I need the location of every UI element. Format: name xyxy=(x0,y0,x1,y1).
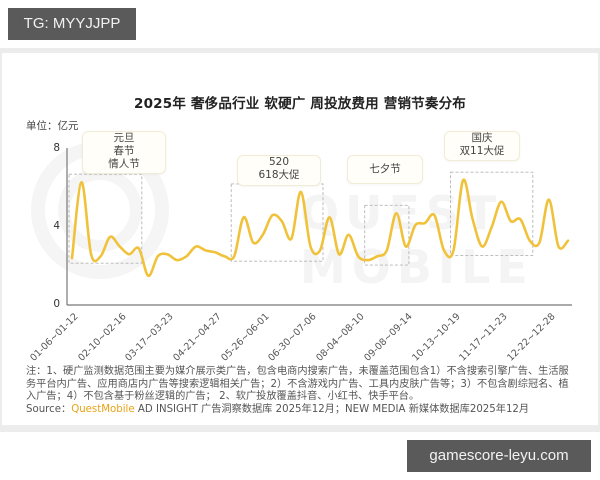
source-rest: AD INSIGHT 广告洞察数据库 2025年12月；NEW MEDIA 新媒… xyxy=(134,403,530,415)
spend-line xyxy=(70,178,570,278)
highlight-box-1 xyxy=(230,183,324,262)
callout-text: 520 xyxy=(268,156,290,168)
source-prefix: Source： xyxy=(26,403,72,415)
campaign-highlight-boxes xyxy=(68,171,534,266)
highlight-box-0 xyxy=(68,173,143,264)
y-tick-8: 8 xyxy=(53,142,60,154)
highlight-box-3 xyxy=(450,171,534,256)
top-watermark-tag: TG: MYYJJPP xyxy=(8,8,136,40)
callout-new-year-spring-valentine: 元旦 春节 情人节 xyxy=(82,131,166,174)
callout-national-day-double11: 国庆 双11大促 xyxy=(444,131,520,161)
callout-text: 元旦 xyxy=(113,132,135,144)
callout-qixi: 七夕节 xyxy=(347,155,423,184)
y-tick-4: 4 xyxy=(53,220,60,232)
callout-520-618: 520 618大促 xyxy=(237,155,321,186)
footnote-line-2: 务平台内广告、应用商店内广告等搜索逻辑相关广告；2）不含游戏内广告、工具内皮肤广… xyxy=(26,378,569,390)
callout-text: 情人节 xyxy=(108,158,140,170)
unit-label: 单位：亿元 xyxy=(26,120,79,132)
callout-text: 双11大促 xyxy=(459,145,505,157)
y-tick-0: 0 xyxy=(53,298,60,310)
callout-text: 国庆 xyxy=(471,132,493,144)
callout-text: 618大促 xyxy=(258,169,300,181)
source-line: Source：QuestMobile AD INSIGHT 广告洞察数据库 20… xyxy=(26,404,586,417)
footnote-line-3: 入广告；4）不包含基于粉丝逻辑的广告； 2、软广投放覆盖抖音、小红书、快手平台。 xyxy=(26,391,420,403)
footnote: 注：1、硬广监测数据范围主要为媒介展示类广告，包含电商内搜索广告，未覆盖范围包含… xyxy=(26,366,586,416)
bottom-watermark-tag: gamescore-leyu.com xyxy=(407,440,591,472)
callout-text: 春节 xyxy=(113,145,135,157)
callout-text: 七夕节 xyxy=(369,163,401,175)
highlight-box-2 xyxy=(364,204,410,266)
source-brand: QuestMobile xyxy=(71,403,135,415)
footnote-line-1: 注：1、硬广监测数据范围主要为媒介展示类广告，包含电商内搜索广告，未覆盖范围包含… xyxy=(26,366,569,377)
chart-title: 2025年 奢侈品行业 软硬广 周投放费用 营销节奏分布 xyxy=(134,96,466,112)
